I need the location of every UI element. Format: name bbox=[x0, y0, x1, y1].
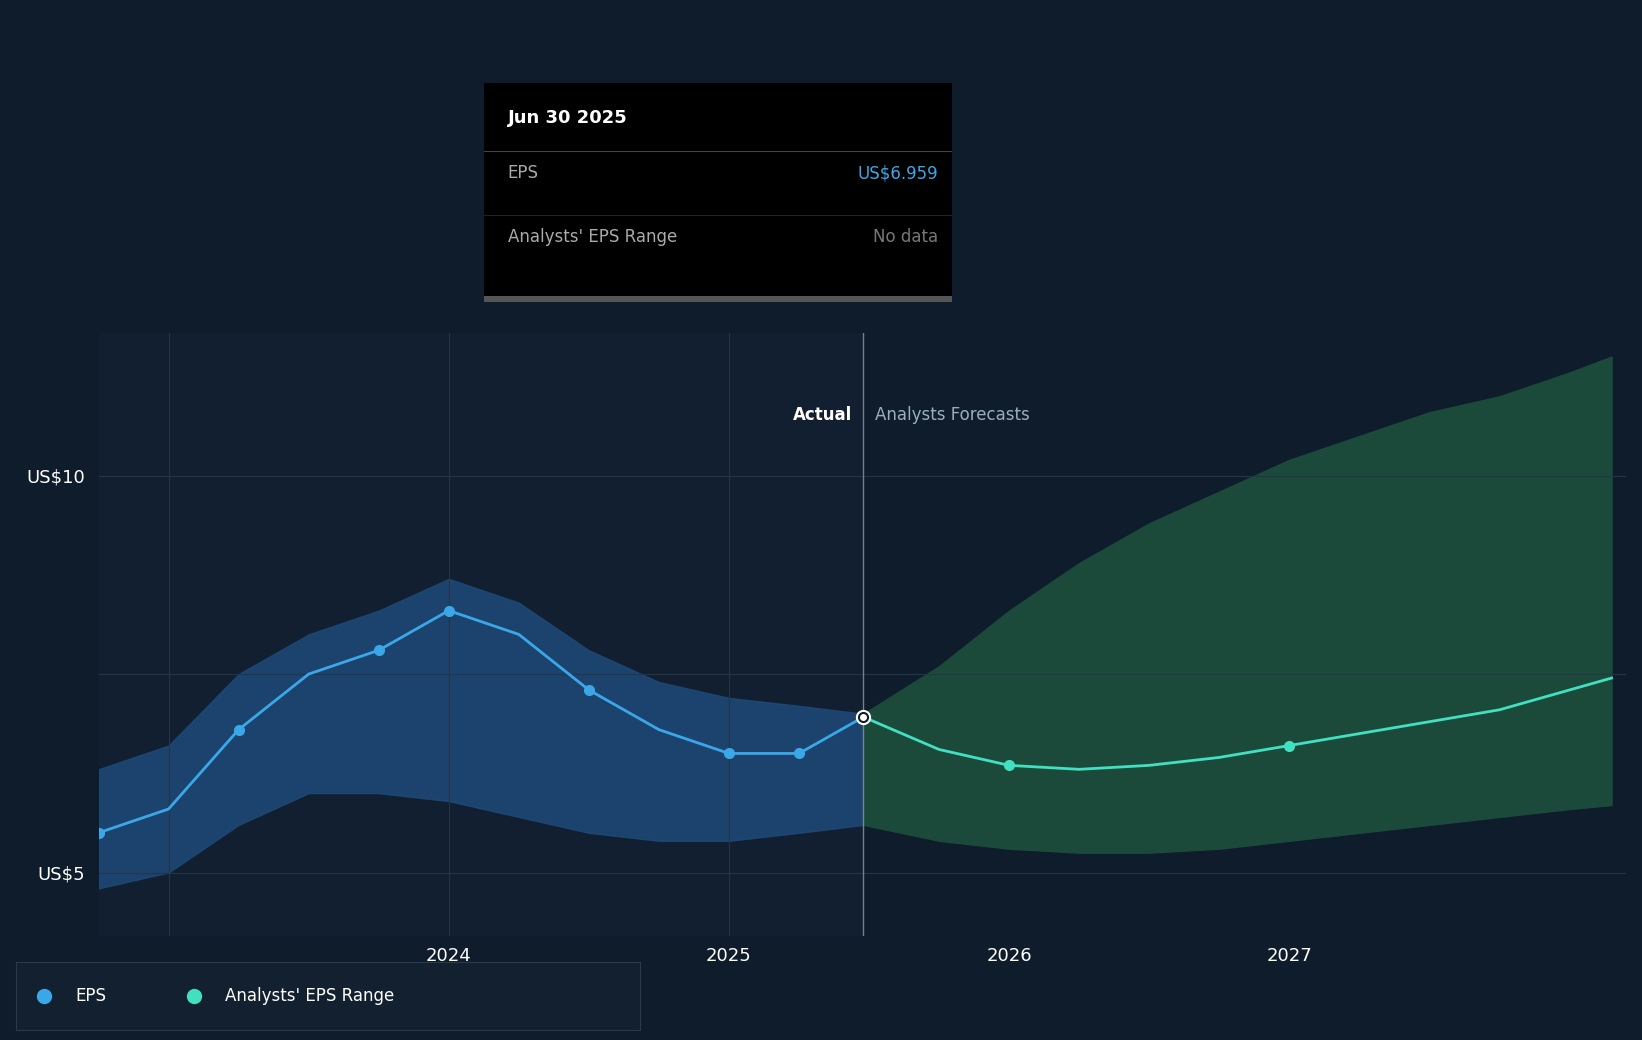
Text: US$6.959: US$6.959 bbox=[857, 164, 938, 182]
Text: EPS: EPS bbox=[76, 987, 107, 1005]
Text: Actual: Actual bbox=[793, 406, 852, 424]
Text: Analysts' EPS Range: Analysts' EPS Range bbox=[225, 987, 394, 1005]
Text: Jun 30 2025: Jun 30 2025 bbox=[507, 109, 627, 127]
Text: No data: No data bbox=[874, 228, 938, 246]
Bar bbox=[99, 333, 864, 936]
Bar bbox=[864, 333, 1626, 936]
Text: EPS: EPS bbox=[507, 164, 539, 182]
Text: Analysts' EPS Range: Analysts' EPS Range bbox=[507, 228, 677, 246]
Text: Analysts Forecasts: Analysts Forecasts bbox=[875, 406, 1030, 424]
